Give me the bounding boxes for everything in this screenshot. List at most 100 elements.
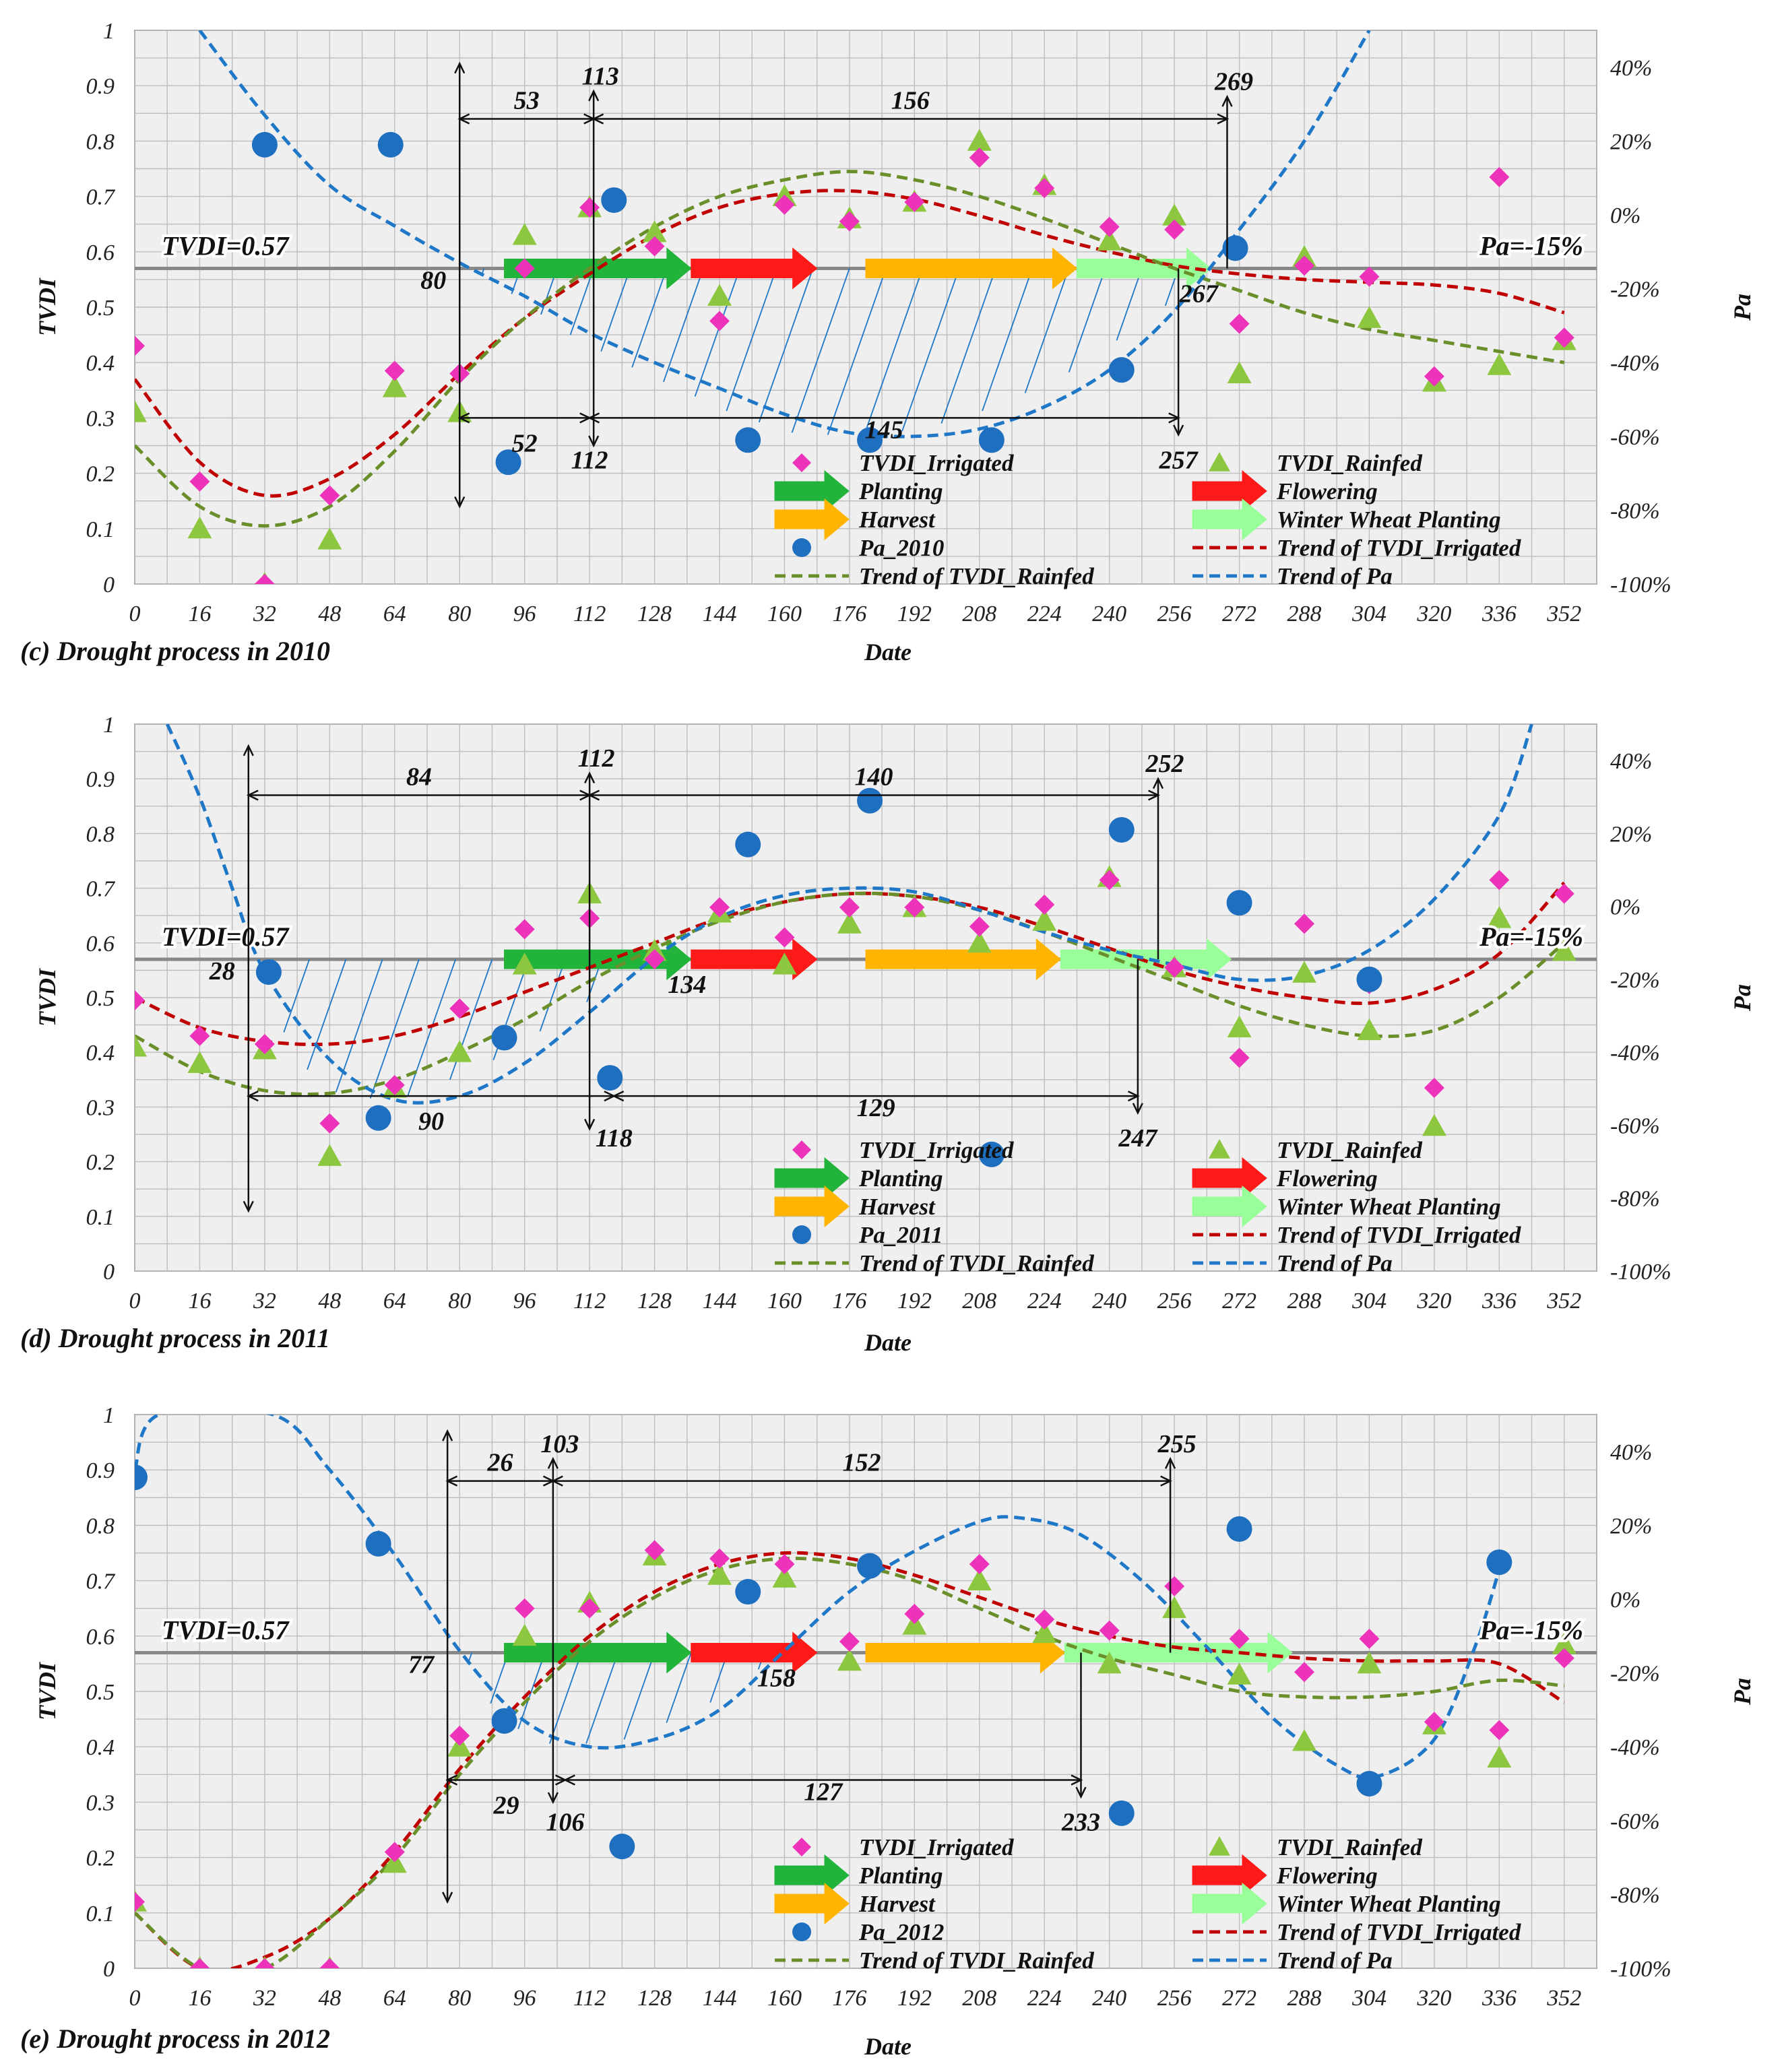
rainfed-point <box>837 1648 862 1671</box>
x-tick-label: 288 <box>1287 602 1322 626</box>
annotation-bottom-left-label: 52 <box>512 429 538 457</box>
irrigated-point <box>1359 266 1380 287</box>
hatch-line <box>369 959 420 1099</box>
y2-tick-label: -60% <box>1610 425 1660 450</box>
irrigated-point <box>1099 1620 1120 1641</box>
x-tick-label: 192 <box>897 1986 932 2011</box>
trend-pa-line <box>165 724 1533 1105</box>
pa-point <box>377 131 404 158</box>
annotations: 80 113 269 53 156 52 145 112 257 267 <box>420 61 1253 509</box>
legend-pa-swatch <box>792 1922 811 1941</box>
x-tick-label: 80 <box>448 1289 471 1314</box>
annotation-vline-2-head <box>584 1118 596 1131</box>
irrigated-point <box>969 148 990 168</box>
hatch-line <box>694 268 740 397</box>
irrigated-point <box>774 1553 795 1574</box>
y2-tick-label: -40% <box>1610 1041 1660 1066</box>
irrigated-point <box>709 897 730 918</box>
rainfed-point <box>135 400 147 422</box>
x-tick-label: 32 <box>253 1986 276 2011</box>
rainfed-point <box>1487 1745 1512 1768</box>
irrigated-point <box>1034 1609 1055 1630</box>
legend-winter-swatch <box>1192 498 1267 541</box>
rainfed-point <box>1162 203 1187 226</box>
hatch-line <box>758 268 814 423</box>
legend-irrigated-swatch <box>792 1838 811 1856</box>
x-tick-label: 64 <box>383 1986 406 2011</box>
legend-rainfed-swatch <box>1209 1836 1230 1856</box>
y2-tick-label: -80% <box>1610 1883 1660 1908</box>
x-tick-label: 304 <box>1351 1986 1387 2011</box>
hatch-line <box>666 1652 692 1723</box>
y-axis-label: TVDI <box>34 1661 61 1720</box>
irrigated-point <box>1554 883 1574 904</box>
y-tick-label: 0.7 <box>86 185 117 210</box>
legend-flowering-label: Flowering <box>1276 1863 1378 1889</box>
y-tick-label: 0.8 <box>86 129 115 154</box>
y-tick-label: 0.6 <box>86 1625 115 1650</box>
x-tick-label: 0 <box>129 1289 141 1314</box>
irrigated-point <box>1164 957 1185 978</box>
phase-arrow-planting <box>504 247 692 290</box>
irrigated-point <box>254 574 275 584</box>
x-tick-label: 208 <box>962 602 996 626</box>
rainfed-point <box>1487 353 1512 375</box>
rainfed-point <box>382 375 407 397</box>
legend-trend-rainfed-label: Trend of TVDI_Rainfed <box>859 1250 1094 1276</box>
pa-point <box>1226 1516 1252 1542</box>
annotation-bottom-left-label: 90 <box>418 1107 444 1136</box>
x-tick-label: 256 <box>1157 1986 1192 2011</box>
hatch-line <box>548 1652 582 1744</box>
annotation-top-right-span-head <box>1148 789 1160 801</box>
x-tick-label: 352 <box>1546 602 1581 626</box>
pa-point <box>735 1579 761 1605</box>
irrigated-point <box>1424 1712 1444 1733</box>
trend-rainfed-line <box>135 1556 1564 1968</box>
x-tick-label: 48 <box>318 602 341 626</box>
pa-point <box>735 831 761 857</box>
y2-tick-label: -80% <box>1610 1187 1660 1212</box>
irrigated-point <box>904 191 925 212</box>
trend-rainfed-line <box>135 891 1566 1096</box>
legend-trend-irrigated-label: Trend of TVDI_Irrigated <box>1277 1919 1521 1945</box>
irrigated-point <box>189 1025 210 1046</box>
rainfed-point <box>317 527 342 550</box>
pa-point <box>1222 235 1248 261</box>
chart-panel-d: 0 0.1 0.2 0.3 0.4 0.5 0.6 0.7 0.8 0.9 1 -100% -80% -6… <box>20 713 1756 1356</box>
annotation-top-right-label: 152 <box>842 1449 881 1477</box>
legend-harvest-swatch <box>774 1185 850 1228</box>
irrigated-point <box>904 1603 925 1624</box>
y2-tick-label: 0% <box>1610 203 1640 228</box>
irrigated-point <box>1099 870 1120 891</box>
rainfed-point <box>1487 906 1512 928</box>
irrigated-point <box>1034 178 1055 199</box>
x-tick-label: 16 <box>188 1986 211 2011</box>
y-tick-label: 0.9 <box>86 1458 115 1483</box>
rainfed-point <box>642 220 667 242</box>
y2-tick-label: 40% <box>1610 749 1652 774</box>
pa-point <box>365 1105 391 1131</box>
y2-tick-label: -60% <box>1610 1113 1660 1138</box>
hatch-line <box>941 268 996 424</box>
legend-trend-pa-label: Trend of Pa <box>1277 563 1393 589</box>
legend-irrigated-swatch <box>792 1140 811 1159</box>
y2-tick-label: -100% <box>1610 573 1671 597</box>
legend-planting-swatch <box>774 1157 850 1200</box>
legend-pa-label: Pa_2012 <box>858 1919 944 1945</box>
drought-hatch <box>480 268 1179 436</box>
annotation-top-right-span-head <box>587 789 600 801</box>
x-tick-label: 48 <box>318 1289 341 1314</box>
x-tick-label: 96 <box>513 1986 536 2011</box>
legend-trend-pa-label: Trend of Pa <box>1277 1250 1393 1276</box>
y-tick-label: 0.8 <box>86 1514 115 1539</box>
pa-point <box>597 1065 623 1091</box>
rainfed-point <box>967 930 992 953</box>
tvdi-threshold-label: TVDI=0.57 <box>162 1615 290 1645</box>
trend-irrigated-line <box>135 1551 1566 1968</box>
irrigated-point <box>254 1034 275 1055</box>
trend-pa-line <box>198 30 1371 439</box>
y-tick-label: 0 <box>103 1260 115 1285</box>
annotation-bottom-left-end: 106 <box>546 1809 584 1837</box>
legend-pa-label: Pa_2010 <box>858 535 944 561</box>
